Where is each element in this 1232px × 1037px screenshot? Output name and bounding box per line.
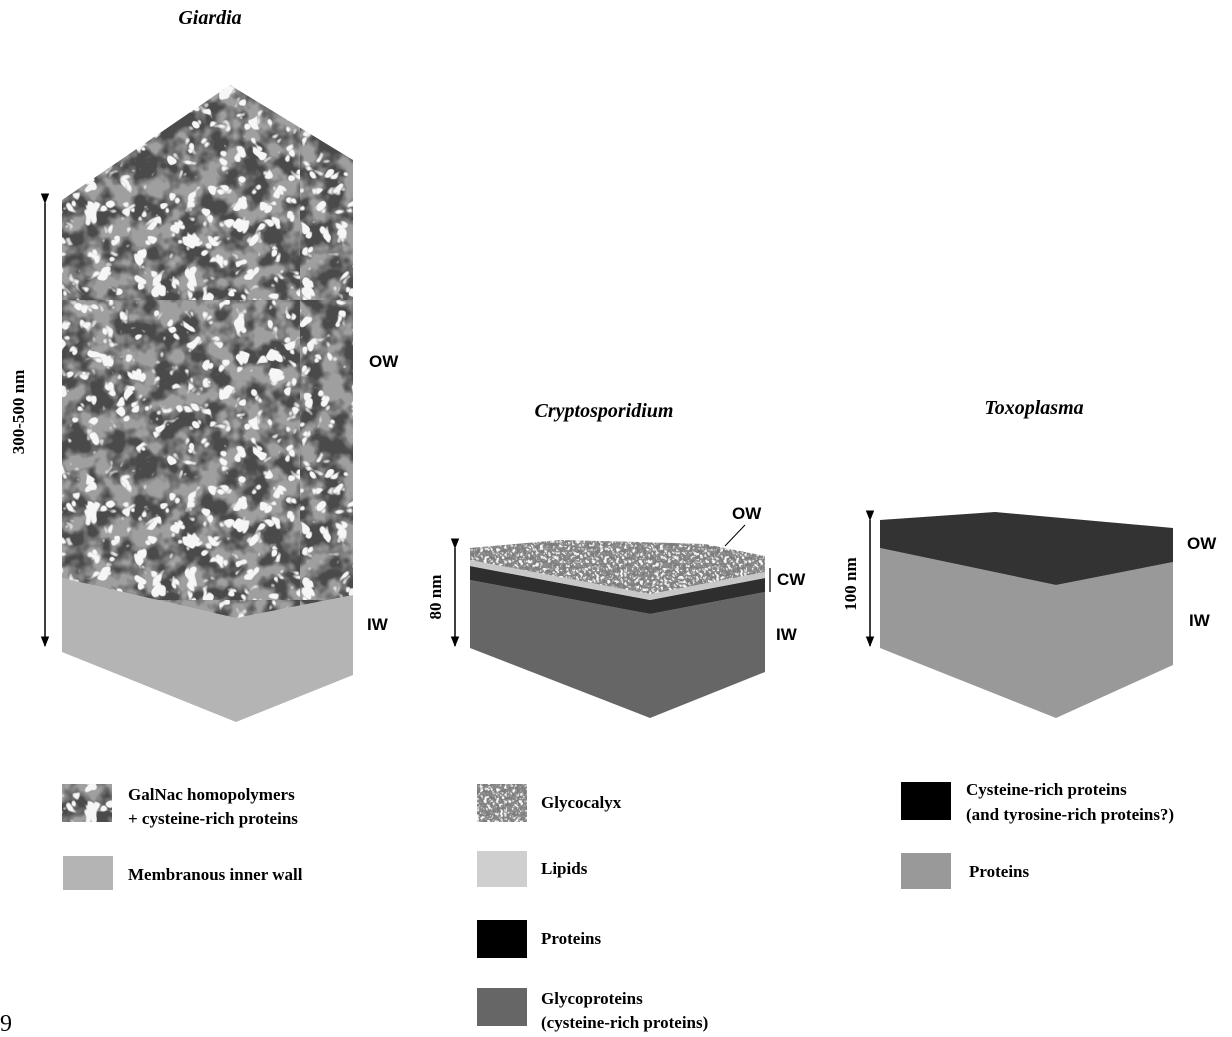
giardia-outer-wall (62, 85, 353, 618)
toxo-inner-layer (880, 548, 1173, 718)
legend-label-glycoproteins-line1: Glycoproteins (541, 989, 643, 1008)
toxo-ow-label: OW (1187, 534, 1217, 553)
crypto-iw-label: IW (776, 625, 798, 644)
legend-swatch-lipids (477, 851, 527, 887)
giardia-legend: GalNac homopolymers + cysteine-rich prot… (62, 784, 303, 890)
crypto-protein-layer (470, 566, 765, 614)
legend-label-proteins: Proteins (541, 929, 602, 948)
legend-label-inner-wall: Membranous inner wall (128, 865, 303, 884)
crypto-glycoprotein-layer (470, 580, 765, 718)
crypto-dimension-label: 80 nm (426, 575, 445, 620)
toxoplasma-legend: Cysteine-rich proteins (and tyrosine-ric… (901, 780, 1174, 889)
legend-label-lipids: Lipids (541, 859, 588, 878)
legend-swatch-inner-wall (63, 856, 113, 890)
legend-label-toxo-proteins: Proteins (969, 862, 1030, 881)
cryptosporidium-title: Cryptosporidium (535, 400, 674, 422)
crypto-glycocalyx-layer (470, 540, 765, 594)
legend-label-glycocalyx: Glycocalyx (541, 793, 622, 812)
crypto-ow-leader (724, 524, 746, 547)
legend-swatch-cysteine-rich (901, 782, 951, 820)
legend-swatch-glycocalyx (477, 784, 527, 822)
toxoplasma-block (880, 512, 1173, 718)
legend-swatch-galnac (62, 784, 112, 822)
legend-label-cysteine-line1: Cysteine-rich proteins (966, 780, 1127, 799)
giardia-ow-label: OW (369, 352, 399, 371)
toxoplasma-title: Toxoplasma (984, 397, 1083, 419)
legend-swatch-glycoproteins (477, 988, 527, 1026)
toxo-iw-label: IW (1189, 611, 1211, 630)
page-number: 9 (0, 1011, 12, 1037)
crypto-lipid-layer (470, 560, 765, 600)
giardia-dimension-label: 300-500 nm (9, 370, 28, 455)
crypto-cw-label: CW (777, 570, 806, 589)
legend-label-galnac-line1: GalNac homopolymers (128, 785, 295, 804)
legend-swatch-proteins (477, 920, 527, 958)
giardia-block (62, 85, 353, 722)
giardia-title: Giardia (178, 7, 241, 29)
legend-label-glycoproteins-line2: (cysteine-rich proteins) (541, 1013, 708, 1032)
cryptosporidium-block (470, 540, 765, 718)
cryptosporidium-legend: Glycocalyx Lipids Proteins Glycoproteins… (477, 784, 708, 1032)
crypto-ow-label: OW (732, 504, 762, 523)
legend-swatch-toxo-proteins (901, 853, 951, 889)
giardia-iw-label: IW (367, 615, 389, 634)
legend-label-cysteine-line2: (and tyrosine-rich proteins?) (966, 805, 1174, 824)
legend-label-galnac-line2: + cysteine-rich proteins (128, 809, 298, 828)
toxo-dimension-label: 100 nm (841, 557, 860, 610)
giardia-inner-wall (62, 578, 353, 722)
toxo-outer-layer (880, 512, 1173, 585)
